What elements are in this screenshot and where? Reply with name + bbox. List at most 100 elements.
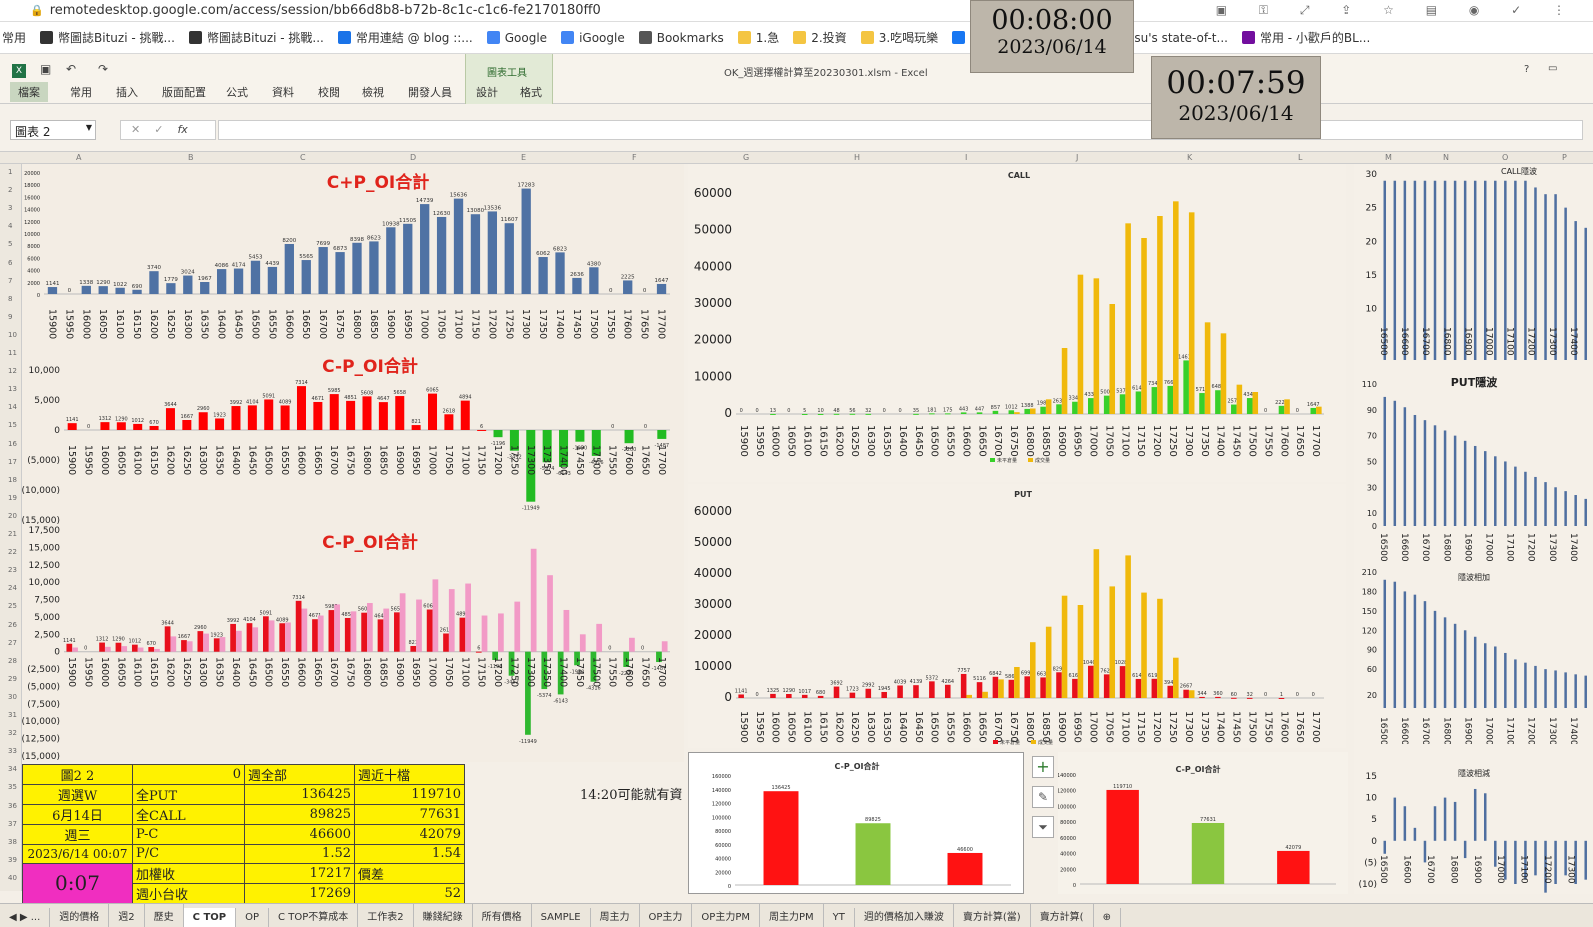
sheet-tab[interactable]: 周主力PM — [760, 904, 824, 927]
sheet-tab[interactable]: 賺錢紀錄 — [414, 904, 473, 927]
redo-icon[interactable]: ↷ — [98, 62, 109, 76]
cell[interactable]: 2023/6/14 00:07 — [22, 844, 133, 864]
cell[interactable]: 全PUT — [132, 784, 245, 805]
chart-total-week[interactable]: C-P_OI合計 160000 140000 120000 100000 80000 600… — [688, 752, 1024, 894]
sheet-tab[interactable]: 歷史 — [145, 904, 184, 927]
bookmark-item[interactable]: 常用連結 @ blog ::... — [337, 29, 473, 46]
cell[interactable]: 圖2 2 — [22, 764, 133, 785]
row-header[interactable]: 33 — [8, 747, 17, 756]
column-header[interactable]: F — [632, 153, 637, 162]
row-header[interactable]: 31 — [8, 711, 17, 719]
row-header[interactable]: 9 — [8, 312, 13, 321]
row-header[interactable]: 16 — [8, 439, 17, 448]
restore-ribbon-icon[interactable]: ▭ — [1548, 63, 1558, 74]
row-header[interactable]: 10 — [8, 330, 17, 339]
bookmark-item[interactable]: iGoogle — [561, 31, 625, 45]
ribbon-tab[interactable]: 設計 — [476, 86, 498, 99]
save-icon[interactable]: ▣ — [40, 62, 52, 76]
row-header[interactable]: 17 — [8, 457, 17, 466]
ribbon-tab[interactable]: 版面配置 — [162, 86, 206, 99]
help-icon[interactable]: ? — [1524, 64, 1530, 75]
row-header[interactable]: 36 — [8, 801, 17, 810]
bookmark-item[interactable]: 2.投資 — [793, 29, 847, 46]
fx-label[interactable]: fx — [177, 123, 188, 136]
sheet-tab[interactable]: 工作表2 — [358, 904, 414, 927]
cell[interactable]: 119710 — [354, 784, 465, 805]
row-header[interactable]: 26 — [8, 620, 17, 629]
chart-call-iv[interactable]: CALL隱波 30 25 20 15 10 16500 16600 16700 16800 1690… — [1354, 164, 1593, 360]
cell[interactable]: P-C — [132, 824, 245, 845]
chart-styles-brush-icon[interactable]: ✎ — [1032, 786, 1054, 808]
ribbon-tab[interactable]: 常用 — [70, 86, 92, 99]
row-header[interactable]: 38 — [8, 837, 17, 846]
row-header[interactable]: 2 — [8, 186, 13, 195]
cell[interactable]: 42079 — [354, 824, 465, 845]
row-header[interactable]: 21 — [8, 530, 17, 538]
row-header[interactable]: 35 — [8, 783, 17, 792]
cell[interactable]: 46600 — [244, 824, 355, 845]
big-time-cell[interactable]: 0:07 — [22, 862, 133, 904]
row-header[interactable]: 1 — [8, 168, 13, 176]
cell[interactable]: 週小台收 — [132, 882, 245, 904]
sheet-tab[interactable]: OP主力PM — [692, 904, 760, 927]
bookmark-item[interactable]: 3.吃喝玩樂 — [860, 29, 938, 46]
column-header[interactable]: H — [854, 153, 861, 162]
column-header[interactable]: C — [300, 153, 306, 162]
cell[interactable]: 價差 — [354, 862, 465, 884]
column-header[interactable]: O — [1502, 153, 1509, 162]
row-header[interactable]: 22 — [8, 548, 17, 557]
row-header[interactable]: 5 — [8, 240, 13, 249]
chart-cminus-oi-dual[interactable]: C-P_OI合計 17,500 15,000 12,500 10,000 7,500 5,0… — [22, 526, 684, 762]
ribbon-tab[interactable]: 格式 — [520, 86, 542, 99]
column-header[interactable]: P — [1562, 153, 1567, 162]
sheet-tab[interactable]: 賣方計算(當) — [954, 904, 1031, 927]
row-header[interactable]: 39 — [8, 855, 17, 864]
row-header[interactable]: 20 — [8, 511, 17, 520]
row-header[interactable]: 25 — [8, 602, 17, 611]
row-header[interactable]: 14 — [8, 403, 17, 412]
ribbon-tab[interactable]: 資料 — [272, 86, 294, 99]
chart-cminus-oi[interactable]: C-P_OI合計 10,000 5,000 0 (5,000) (10,000) (15,0… — [22, 356, 684, 524]
column-header[interactable]: B — [188, 153, 194, 162]
column-header[interactable]: M — [1385, 153, 1392, 162]
bookmark-item[interactable]: 常用 — [2, 29, 26, 46]
cell[interactable]: 週近十檔 — [354, 764, 465, 785]
row-header[interactable]: 34 — [8, 765, 17, 774]
clock-widget-2[interactable]: 00:07:59 2023/06/14 — [1151, 56, 1321, 139]
url-text[interactable]: remotedesktop.google.com/access/session/… — [49, 3, 601, 18]
cell[interactable]: 全CALL — [132, 804, 245, 825]
undo-icon[interactable]: ↶ — [66, 62, 77, 76]
sheet-tab[interactable]: 周主力 — [591, 904, 640, 927]
ribbon-tab[interactable]: 開發人員 — [408, 86, 452, 99]
bookmark-item[interactable]: 幣圖誌Bituzi - 挑戰... — [188, 29, 324, 46]
chart-iv-diff[interactable]: 隱波相減 15 10 5 0 (5) (10)16500 16600 16700 16800 169… — [1354, 764, 1593, 894]
ribbon-tab[interactable]: 插入 — [116, 86, 138, 99]
ribbon-tab[interactable]: 公式 — [226, 86, 248, 99]
cell[interactable]: 加權收 — [132, 862, 245, 884]
sheet-tab[interactable]: SAMPLE — [532, 908, 591, 927]
row-header[interactable]: 12 — [8, 367, 17, 376]
ribbon-tab[interactable]: 檢視 — [362, 86, 384, 99]
cell[interactable]: 1.54 — [354, 844, 465, 864]
sheet-tab[interactable]: C TOP — [183, 908, 237, 927]
row-header[interactable]: 29 — [8, 674, 17, 683]
clock-widget-1[interactable]: 00:08:00 2023/06/14 — [970, 0, 1134, 73]
column-header[interactable]: E — [521, 153, 527, 162]
row-header[interactable]: 23 — [8, 566, 17, 575]
sheet-tab[interactable]: OP — [236, 908, 270, 927]
column-header[interactable]: N — [1443, 153, 1449, 162]
note-cell[interactable]: 14:20可能就有資 — [580, 788, 683, 803]
cell[interactable]: 週全部 — [244, 764, 355, 785]
browser-address-bar[interactable]: 🔒 remotedesktop.google.com/access/sessio… — [0, 0, 1593, 22]
column-header[interactable]: J — [1076, 153, 1079, 162]
column-header[interactable]: L — [1298, 153, 1303, 162]
row-header[interactable]: 28 — [8, 656, 17, 665]
row-header[interactable]: 8 — [8, 294, 13, 303]
cell[interactable]: 6月14日 — [22, 804, 133, 825]
bookmark-item[interactable]: Bookmarks — [638, 31, 724, 45]
row-header[interactable]: 32 — [8, 729, 17, 738]
column-header[interactable]: K — [1187, 153, 1193, 162]
